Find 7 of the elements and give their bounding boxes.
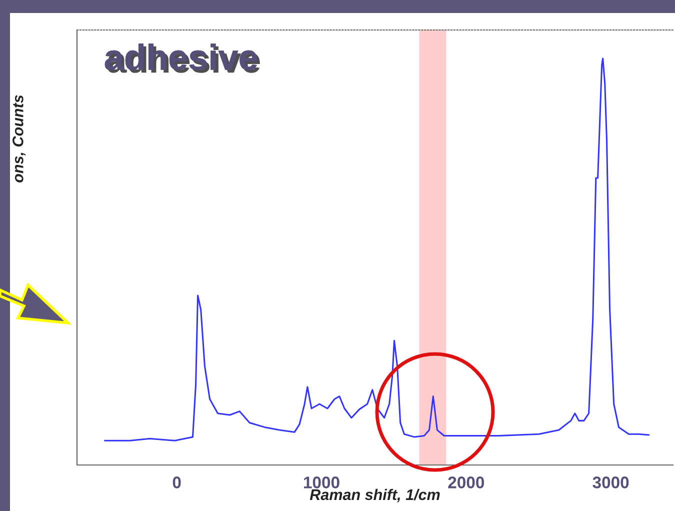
x-axis-title: Raman shift, 1/cm	[310, 488, 440, 502]
x-tick-label: 0	[172, 476, 181, 488]
x-tick-label: 3000	[592, 476, 629, 488]
x-tick-label: 2000	[448, 476, 484, 488]
x-tick-label: 1000	[304, 476, 340, 488]
y-axis-title: ons, Counts	[12, 95, 26, 182]
annotation: adhesive	[104, 44, 260, 73]
